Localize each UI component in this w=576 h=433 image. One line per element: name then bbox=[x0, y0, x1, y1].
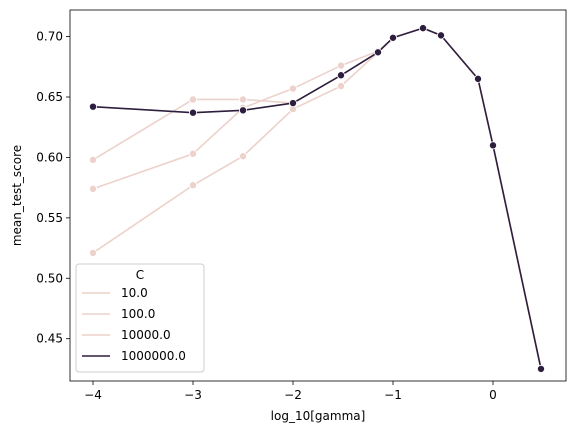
plot-frame bbox=[69, 9, 567, 382]
data-point bbox=[436, 31, 445, 40]
x-tick-label: −4 bbox=[84, 388, 102, 402]
data-point bbox=[238, 95, 247, 104]
data-point bbox=[89, 248, 98, 257]
legend-entry: 10.0 bbox=[121, 286, 148, 300]
y-tick-label: 0.45 bbox=[36, 332, 63, 346]
series-layer bbox=[89, 24, 546, 373]
data-point bbox=[188, 108, 197, 117]
data-point bbox=[188, 181, 197, 190]
legend-entry: 100.0 bbox=[121, 307, 155, 321]
legend-entry: 1000000.0 bbox=[121, 349, 186, 363]
legend-entry: 10000.0 bbox=[121, 328, 171, 342]
data-point bbox=[89, 155, 98, 164]
data-point bbox=[388, 33, 397, 42]
data-point bbox=[473, 74, 482, 83]
x-axis-label: log_10[gamma] bbox=[271, 409, 366, 423]
series-line bbox=[92, 27, 542, 370]
y-axis: 0.45 0.50 0.55 0.60 0.65 0.70 bbox=[36, 30, 70, 346]
data-point bbox=[188, 149, 197, 158]
data-point bbox=[89, 102, 98, 111]
data-point bbox=[488, 141, 497, 150]
y-tick-label: 0.50 bbox=[36, 271, 63, 285]
x-tick-label: −2 bbox=[284, 388, 302, 402]
data-point bbox=[288, 99, 297, 108]
data-point bbox=[288, 84, 297, 93]
data-point bbox=[336, 71, 345, 80]
y-tick-label: 0.60 bbox=[36, 150, 63, 164]
data-point bbox=[537, 364, 546, 373]
data-point bbox=[188, 95, 197, 104]
legend-frame bbox=[75, 263, 205, 373]
x-tick-label: 0 bbox=[489, 388, 497, 402]
y-tick-label: 0.70 bbox=[36, 30, 63, 44]
data-point bbox=[238, 152, 247, 161]
x-tick-label: −3 bbox=[184, 388, 202, 402]
y-axis-label: mean_test_score bbox=[10, 145, 24, 246]
series-1000000.0 bbox=[89, 24, 546, 373]
data-point bbox=[336, 61, 345, 70]
legend: C 10.0 100.0 10000.0 1000000.0 bbox=[75, 263, 205, 373]
y-tick-label: 0.65 bbox=[36, 90, 63, 104]
data-point bbox=[89, 184, 98, 193]
y-tick-label: 0.55 bbox=[36, 211, 63, 225]
data-point bbox=[336, 82, 345, 91]
data-point bbox=[418, 24, 427, 33]
x-tick-label: −1 bbox=[384, 388, 402, 402]
data-point bbox=[373, 48, 382, 57]
legend-title: C bbox=[136, 268, 144, 282]
data-point bbox=[238, 106, 247, 115]
x-axis: −4 −3 −2 −1 0 bbox=[84, 381, 497, 402]
